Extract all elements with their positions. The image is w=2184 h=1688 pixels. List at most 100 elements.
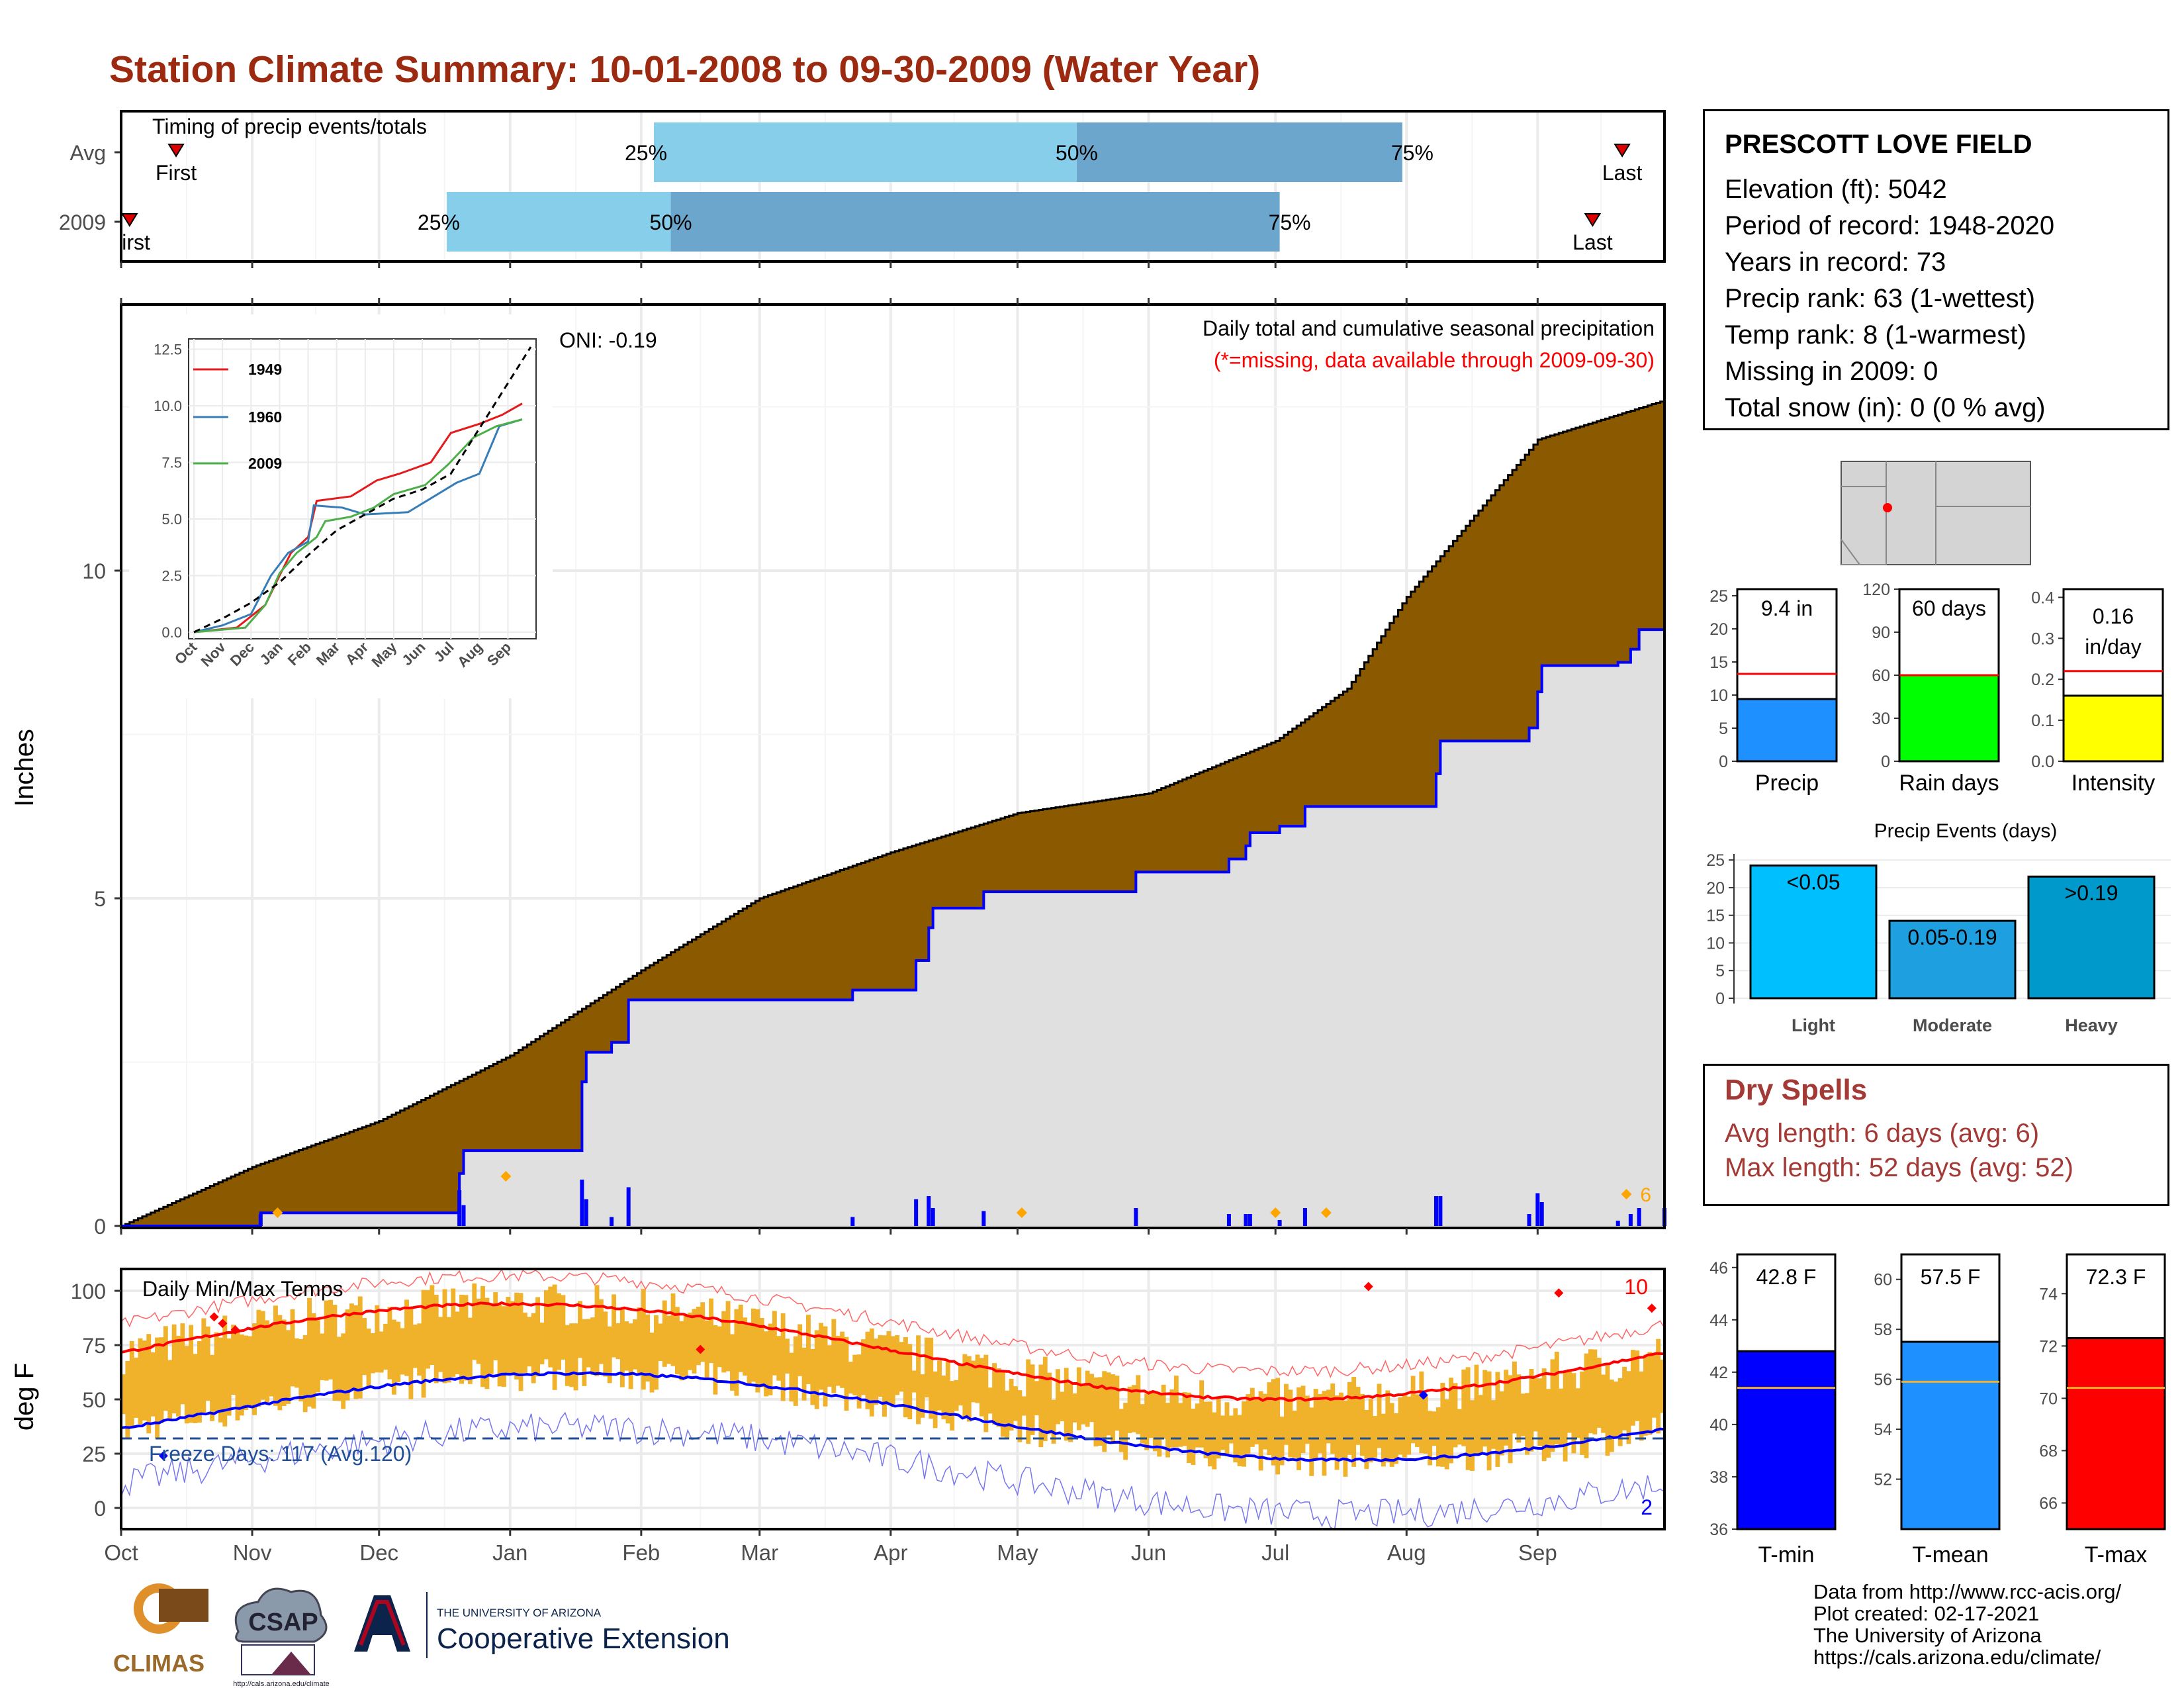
temp-bar-name: T-min: [1758, 1542, 1815, 1568]
daily-temp-bar: [903, 1336, 908, 1418]
daily-temp-bar: [937, 1360, 942, 1411]
bar-y-label: 0.4: [2031, 588, 2054, 607]
daily-temp-bar: [1191, 1408, 1196, 1466]
deficit-fill: [201, 1190, 206, 1226]
deficit-fill: [218, 1182, 223, 1226]
daily-temp-bar: [1584, 1353, 1589, 1458]
daily-temp-bar: [273, 1305, 278, 1406]
deficit-fill: [874, 858, 879, 990]
deficit-fill: [1182, 779, 1187, 872]
deficit-fill: [1453, 541, 1458, 741]
daily-temp-bar: [882, 1335, 887, 1417]
deficit-fill: [1131, 796, 1136, 892]
deficit-fill: [658, 960, 663, 1000]
daily-temp-bar: [924, 1337, 929, 1397]
deficit-fill: [1173, 782, 1179, 872]
daily-temp-bar: [996, 1368, 1001, 1427]
daily-precip-bar: [1302, 1208, 1307, 1226]
deficit-fill: [294, 1151, 299, 1213]
daily-temp-bar: [506, 1297, 511, 1375]
deficit-fill: [1364, 662, 1369, 807]
deficit-fill: [835, 871, 841, 1000]
deficit-fill: [1465, 526, 1471, 741]
deficit-fill: [700, 934, 705, 1000]
daily-temp-bar: [1419, 1371, 1424, 1454]
daily-temp-bar: [819, 1323, 824, 1390]
daily-temp-bar: [920, 1374, 925, 1418]
daily-temp-bar: [1076, 1367, 1081, 1430]
inset-y-label: 10.0: [154, 398, 182, 414]
deficit-fill: [704, 931, 709, 1000]
daily-precip-bar: [584, 1199, 588, 1226]
summary-bar: [1898, 674, 2000, 763]
timing-frame: [120, 110, 1666, 263]
daily-temp-bar: [1093, 1377, 1099, 1447]
daily-temp-bar: [1005, 1390, 1010, 1439]
daily-temp-bar: [527, 1317, 532, 1367]
deficit-fill: [1271, 743, 1276, 833]
daily-temp-bar: [1072, 1393, 1077, 1423]
deficit-fill: [865, 861, 870, 990]
daily-temp-bar: [1123, 1403, 1128, 1460]
daily-temp-bar: [476, 1298, 481, 1364]
daily-temp-bar: [1203, 1401, 1208, 1458]
deficit-fill: [721, 921, 727, 1000]
deficit-fill: [400, 1110, 405, 1213]
precip-panel: 0 5 10 Inches Daily total and cumulative sea…: [10, 298, 1666, 1239]
daily-temp-bar: [379, 1331, 384, 1373]
daily-temp-bar: [933, 1371, 938, 1429]
daily-temp-bar: [578, 1301, 582, 1358]
daily-temp-bar: [1563, 1371, 1568, 1462]
daily-temp-bar: [1435, 1407, 1441, 1467]
daily-temp-bar: [543, 1290, 549, 1360]
daily-temp-bar: [1017, 1390, 1023, 1442]
daily-temp-bar: [561, 1295, 566, 1360]
daily-temp-bar: [522, 1312, 527, 1373]
deficit-fill: [649, 965, 655, 1000]
timing-label-75: 75%: [1269, 211, 1311, 234]
deficit-fill: [662, 957, 667, 1000]
deficit-fill: [1072, 804, 1077, 892]
daily-temp-bar: [1537, 1378, 1543, 1446]
bar-y-label: 0.3: [2031, 630, 2054, 648]
deficit-fill: [1643, 406, 1649, 630]
daily-temp-bar: [1258, 1391, 1263, 1471]
daily-temp-bar: [1042, 1356, 1048, 1442]
record-high-marker: [218, 1319, 228, 1329]
bar-y-label: 20: [1709, 620, 1728, 639]
daily-temp-bar: [586, 1319, 591, 1368]
deficit-fill: [747, 906, 752, 1000]
deficit-fill: [277, 1158, 283, 1213]
deficit-fill: [1313, 713, 1318, 807]
y-tick-label: 0: [94, 1497, 106, 1521]
daily-temp-bar: [615, 1323, 621, 1360]
deficit-fill: [1440, 556, 1445, 741]
daily-temp-bar: [911, 1370, 917, 1393]
daily-temp-bar: [1297, 1387, 1302, 1470]
daily-temp-bar: [979, 1358, 984, 1417]
station-precip-rank: Precip rank: 63 (1-wettest): [1725, 284, 2036, 313]
average-cumulative-line: [121, 400, 1666, 1227]
summary-bar-name: Intensity: [2071, 771, 2156, 796]
temp-panel-label: Daily Min/Max Temps: [142, 1277, 343, 1301]
deficit-fill: [1246, 753, 1251, 846]
csap-logo: CSAP http://cals.arizona.edu/climate: [233, 1587, 330, 1688]
daily-temp-bar: [1389, 1403, 1394, 1467]
deficit-fill: [797, 884, 803, 1000]
bar-y-label: 10: [1709, 686, 1728, 705]
deficit-fill: [1097, 801, 1103, 892]
daily-temp-bar: [269, 1325, 274, 1397]
daily-precip-bar: [1226, 1214, 1231, 1226]
daily-temp-bar: [205, 1326, 210, 1401]
daily-temp-bar: [176, 1335, 181, 1417]
daily-temp-bar: [396, 1321, 401, 1383]
event-bar-label: >0.19: [2065, 881, 2118, 905]
daily-temp-bar: [1152, 1391, 1158, 1452]
daily-temp-bar: [945, 1361, 950, 1424]
deficit-fill: [1474, 515, 1479, 741]
daily-temp-bar: [738, 1304, 743, 1372]
daily-precip-bar: [1539, 1202, 1544, 1226]
deficit-fill: [1005, 817, 1010, 892]
deficit-fill: [619, 984, 625, 1043]
daily-temp-bar: [1635, 1350, 1640, 1421]
